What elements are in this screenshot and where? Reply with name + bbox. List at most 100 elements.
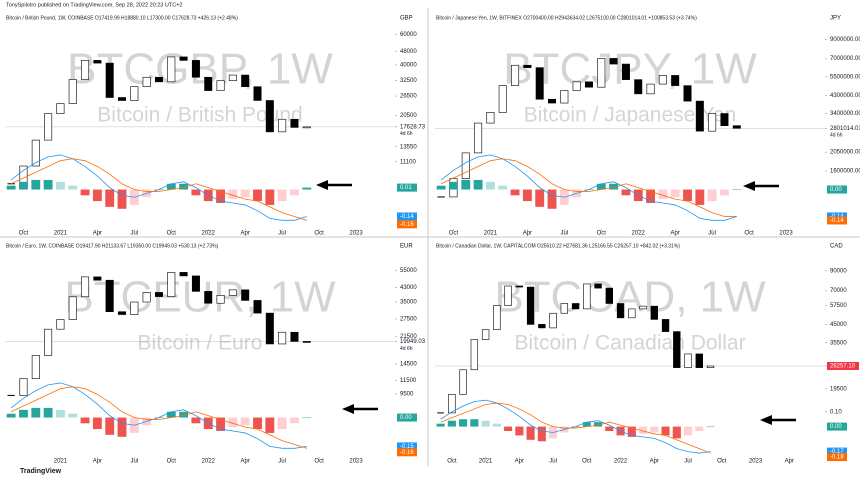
candle [583,283,591,310]
candle [538,324,546,329]
price-badge [827,361,859,370]
x-tick-label: Jul [130,231,138,237]
value-badge-label: 0.00 [830,187,842,193]
y-tick-label: 17628.73 [400,124,426,130]
histogram-bar [670,189,680,198]
histogram-bar [92,417,102,430]
y-tick-label: 20500 [400,113,417,119]
candle [105,279,114,313]
x-tick-label: Jul [130,459,138,465]
x-tick-label: 2021 [479,459,493,465]
y-tick-label: 35000 [400,300,417,306]
histogram-bar [547,189,557,209]
histogram-bar [470,419,479,427]
histogram-bar [732,189,742,191]
candle [31,139,40,167]
candle [706,365,715,368]
x-tick-label: Oct [314,231,324,237]
arrow-head [743,181,755,191]
histogram-bar [639,426,648,434]
watermark: BTCEUR, 1W [64,273,336,322]
histogram-bar [720,189,729,196]
y-tick-label: 55000 [400,268,417,274]
currency-label: JPY [830,16,841,22]
histogram-bar [605,426,614,431]
candle [56,319,65,330]
candle [68,79,77,104]
candle [658,75,667,85]
chart-panel: Bitcoin / Japanese Yen, 1W, BITFINEX O27… [435,15,860,237]
histogram-bar [302,417,312,419]
histogram-bar [277,189,287,202]
y-tick-label: 40000 [400,63,417,69]
x-tick-label: Oct [744,231,754,237]
candle [130,301,139,315]
currency-label: EUR [400,244,413,250]
histogram-bar [179,183,189,190]
histogram-bar [240,189,250,198]
arrows [316,180,796,425]
y-tick-label: 48000 [400,49,417,55]
macd-line [10,154,307,221]
histogram-bar [31,179,41,190]
x-tick-label: 2022 [632,231,646,237]
histogram-bar [683,426,693,436]
value-badge [397,212,417,221]
candle [504,285,512,306]
histogram-bar [117,417,127,437]
histogram-bar [216,189,225,203]
candle [118,311,127,315]
macd-line [10,382,307,449]
candle [241,289,250,301]
histogram-bar [31,407,41,418]
y-tick-label: 13550 [400,144,417,150]
candle [228,289,237,296]
histogram-bar [498,185,508,190]
histogram-bar [627,426,636,437]
histogram-bar [19,181,28,190]
candle [437,412,444,414]
candle [470,339,479,371]
histogram-bar [510,189,520,196]
histogram-bar [191,189,201,196]
histogram-bar [461,179,471,190]
candle [609,58,618,65]
candle [93,276,102,281]
histogram-bar [240,417,250,426]
candle [628,308,636,319]
candle [228,74,237,81]
candle [720,113,729,126]
y-tick-label: 9000000.00 [830,37,860,43]
candle [605,287,613,304]
x-tick-label: Jul [708,231,716,237]
histogram-bar [290,189,299,196]
candle [684,353,692,368]
histogram-bar [55,181,65,190]
y-tick-label: 43000 [400,285,417,291]
histogram-bar [672,426,681,439]
candle [616,303,625,319]
candle [216,295,225,304]
candle [673,331,681,368]
y-tick-label: 90000 [830,268,847,274]
countdown: 4d 6h [830,370,843,376]
x-tick-label: Oct [449,231,459,237]
x-tick-label: 2023 [349,231,363,237]
y-tick-label: 21500 [400,334,417,340]
histogram-bar [68,413,78,418]
y-tick-label: 0.10 [830,409,842,415]
candle [290,331,299,342]
value-badge-label: -0.17 [830,449,844,455]
chart-title: Bitcoin / Euro, 1W, COINBASE O19417.90 H… [6,243,219,249]
x-tick-label: Oct [447,459,457,465]
histogram-bar [449,181,458,190]
y-tick-label: 32500 [400,78,417,84]
x-tick-label: 2023 [349,459,363,465]
y-tick-label: 35500 [830,340,847,346]
histogram-bar [43,407,53,418]
candle [594,283,602,289]
candle [571,303,580,310]
histogram-bar [594,422,603,427]
chart-panel: Bitcoin / Euro, 1W, COINBASE O19417.90 H… [5,243,426,465]
candle [560,90,569,104]
